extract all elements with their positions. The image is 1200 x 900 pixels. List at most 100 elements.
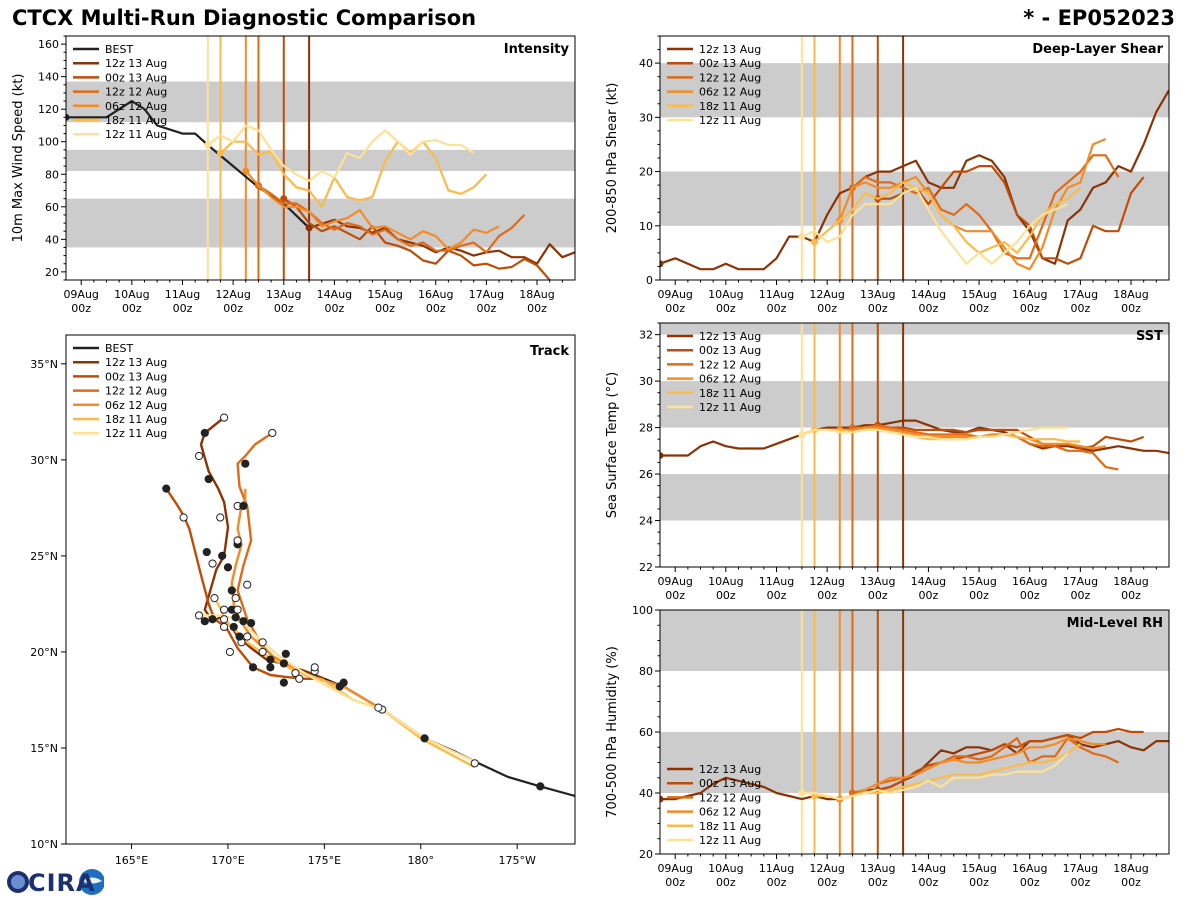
intensity-init-point-18z-11-aug	[216, 149, 224, 157]
shear-xtick-label: 00z	[969, 302, 989, 315]
sst-xtick-label: 14Aug	[911, 575, 946, 588]
sst-legend-label-06z-12-aug: 06z 12 Aug	[699, 373, 761, 386]
sst-xtick-label: 00z	[767, 589, 787, 602]
sst-xtick-label: 15Aug	[961, 575, 996, 588]
rh-legend-label-06z-12-aug: 06z 12 Aug	[699, 806, 761, 819]
shear-xtick-label: 17Aug	[1063, 288, 1098, 301]
intensity-ytick-label: 60	[45, 201, 59, 214]
rh-xtick-label: 18Aug	[1113, 862, 1148, 875]
rh-legend-label-00z-13-aug: 00z 13 Aug	[699, 777, 761, 790]
shear-ytick-label: 20	[639, 166, 653, 179]
rh-plot-area	[660, 610, 1169, 854]
cira-logo-text: CIRA	[28, 869, 96, 897]
intensity-legend-label-best: BEST	[105, 43, 133, 56]
rh-init-point-12z-13-aug	[660, 795, 664, 803]
shear-xtick-label: 11Aug	[759, 288, 794, 301]
rh-xtick-label: 00z	[868, 876, 888, 889]
track-point	[310, 663, 319, 672]
track-series-06z-12-aug	[230, 488, 426, 740]
rh-xtick-label: 17Aug	[1063, 862, 1098, 875]
track-point	[281, 649, 290, 658]
rh-ytick-label: 100	[632, 604, 653, 617]
track-point	[239, 501, 248, 511]
track-ytick-label: 25°N	[30, 550, 58, 563]
intensity-legend-label-00z-13-aug: 00z 13 Aug	[105, 71, 167, 84]
intensity-ylabel: 10m Max Wind Speed (kt)	[11, 74, 26, 243]
rh-legend-label-18z-11-aug: 18z 11 Aug	[699, 820, 761, 833]
shear-xtick-label: 00z	[665, 302, 685, 315]
rh-xtick-label: 00z	[716, 876, 736, 889]
intensity-title: Intensity	[504, 42, 570, 57]
sst-series-12z-11-aug	[801, 426, 1068, 441]
sst-xtick-label: 09Aug	[657, 575, 692, 588]
intensity-xtick-label: 13Aug	[266, 288, 301, 301]
track-point	[194, 451, 204, 461]
shear-xtick-label: 13Aug	[860, 288, 895, 301]
rh-xtick-label: 09Aug	[657, 862, 692, 875]
sst-xtick-label: 12Aug	[809, 575, 844, 588]
rh-ytick-label: 60	[639, 726, 653, 739]
intensity-init-point-12z-13-aug	[305, 224, 313, 232]
track-point	[227, 586, 236, 595]
track-xtick-label: 170°E	[211, 854, 244, 867]
sst-band-2	[660, 323, 1169, 335]
track-point	[219, 622, 229, 632]
track-point	[216, 513, 225, 522]
rh-series-00z-13-aug	[877, 727, 1144, 792]
shear-xtick-label: 00z	[1070, 302, 1090, 315]
track-point	[162, 484, 171, 493]
intensity-xtick-label: 00z	[325, 302, 345, 315]
track-ytick-label: 30°N	[30, 454, 58, 467]
track-point	[266, 663, 275, 672]
rh-ylabel: 700-500 hPa Humidity (%)	[605, 646, 620, 818]
track-point	[243, 632, 252, 641]
intensity-legend-label-12z-13-aug: 12z 13 Aug	[105, 57, 167, 70]
shear-legend-label-06z-12-aug: 06z 12 Aug	[699, 86, 761, 99]
track-point	[420, 734, 429, 743]
shear-xtick-label: 00z	[919, 302, 939, 315]
track-point	[219, 605, 229, 614]
intensity-xtick-label: 12Aug	[215, 288, 250, 301]
figure-title: CTCX Multi-Run Diagnostic Comparison	[12, 6, 477, 30]
storm-id: * - EP052023	[1023, 6, 1175, 30]
sst-frame	[659, 322, 1170, 568]
shear-xtick-label: 14Aug	[911, 288, 946, 301]
track-xtick-label: 175°E	[308, 854, 341, 867]
track-point	[218, 551, 227, 560]
intensity-xtick-label: 00z	[476, 302, 496, 315]
sst-xtick-label: 18Aug	[1113, 575, 1148, 588]
sst-legend-label-18z-11-aug: 18z 11 Aug	[699, 387, 761, 400]
intensity-init-point-06z-12-aug	[242, 167, 250, 175]
rh-series-12z-12-aug	[852, 736, 1119, 795]
intensity-legend-label-18z-11-aug: 18z 11 Aug	[105, 114, 167, 127]
intensity-series-12z-11-aug	[207, 124, 475, 182]
intensity-xtick-label: 00z	[426, 302, 446, 315]
shear-plot-area	[660, 36, 1169, 280]
intensity-init-point-00z-13-aug	[280, 195, 288, 203]
track-point	[536, 782, 545, 791]
track-legend-label-12z-13-aug: 12z 13 Aug	[105, 356, 167, 369]
track-point	[219, 615, 229, 624]
sst-series-00z-13-aug	[877, 424, 1145, 450]
rh-xtick-label: 00z	[665, 876, 685, 889]
shear-band-0	[660, 171, 1169, 226]
track-point	[202, 547, 211, 557]
intensity-legend-label-12z-11-aug: 12z 11 Aug	[105, 128, 167, 141]
cira-logo: CIRA	[4, 866, 104, 898]
rh-ytick-label: 80	[639, 665, 653, 678]
track-point	[219, 413, 229, 422]
track-title: Track	[530, 344, 569, 359]
track-point	[266, 655, 275, 664]
shear-xtick-label: 09Aug	[657, 288, 692, 301]
rh-xtick-label: 00z	[817, 876, 837, 889]
sst-plot-area	[660, 323, 1169, 567]
intensity-xtick-label: 11Aug	[165, 288, 200, 301]
sst-xtick-label: 00z	[817, 589, 837, 602]
intensity-band-2	[66, 81, 575, 123]
rh-xtick-label: 10Aug	[708, 862, 743, 875]
intensity-init-point-12z-11-aug	[204, 141, 212, 149]
shear-xtick-label: 00z	[868, 302, 888, 315]
sst-xtick-label: 10Aug	[708, 575, 743, 588]
rh-xtick-label: 00z	[969, 876, 989, 889]
